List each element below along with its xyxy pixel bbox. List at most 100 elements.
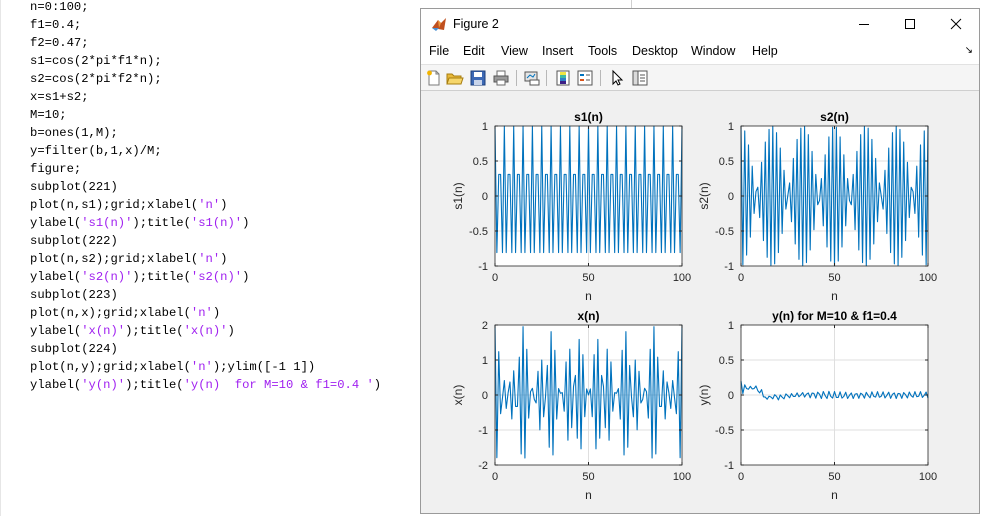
x-axis-label: n — [585, 289, 592, 303]
minimize-button[interactable] — [841, 9, 887, 39]
code-line[interactable]: M=10; — [30, 106, 67, 124]
menu-edit[interactable]: Edit — [463, 44, 485, 58]
edit-plot-icon[interactable] — [608, 69, 626, 87]
code-text: );title( — [132, 216, 191, 230]
save-icon[interactable] — [469, 69, 487, 87]
code-editor[interactable]: n=0:100; f1=0.4; f2=0.47; s1=cos(2*pi*f1*n)… — [0, 0, 420, 516]
code-line[interactable]: plot(n,y);grid;xlabel('n');ylim([-1 1]) — [30, 358, 315, 376]
code-text: f1=0.4; — [30, 18, 82, 32]
subplot-3[interactable]: 0 50 100 2 1 0 -1 -2 x(n) n x(n) — [451, 309, 691, 502]
code-line[interactable]: ylabel('s2(n)');title('s2(n)') — [30, 268, 249, 286]
code-text: );title( — [125, 324, 184, 338]
code-text: subplot(224) — [30, 342, 118, 356]
code-line[interactable]: plot(n,x);grid;xlabel('n') — [30, 304, 220, 322]
insert-legend-icon[interactable] — [576, 69, 594, 87]
code-text: n=0:100; — [30, 0, 89, 14]
y-tick-label: 0 — [728, 390, 734, 402]
code-text: ylabel( — [30, 324, 82, 338]
menu-file[interactable]: File — [429, 44, 450, 58]
y-tick-label: 0 — [482, 191, 488, 203]
editor-gutter-divider — [0, 0, 1, 516]
close-button[interactable] — [933, 9, 979, 39]
y-tick-label: 0.5 — [719, 355, 734, 367]
code-line[interactable]: s1=cos(2*pi*f1*n); — [30, 52, 162, 70]
code-text: f2=0.47; — [30, 36, 89, 50]
menu-tools[interactable]: Tools — [588, 44, 618, 58]
menu-insert[interactable]: Insert — [542, 44, 574, 58]
code-text: );ylim([-1 1]) — [212, 360, 316, 374]
y-axis-label: s1(n) — [451, 182, 465, 209]
x-tick-label: 100 — [919, 471, 937, 483]
code-text: );title( — [125, 378, 184, 392]
subplot-4[interactable]: 0 50 100 1 0.5 0 -0.5 -1 y(n) for M=10 & f1=0.4 n… — [697, 309, 937, 502]
open-file-icon[interactable] — [446, 69, 464, 87]
code-line[interactable]: plot(n,s2);grid;xlabel('n') — [30, 250, 228, 268]
menu-desktop[interactable]: Desktop — [632, 44, 678, 58]
print-icon[interactable] — [492, 69, 510, 87]
code-line[interactable]: f1=0.4; — [30, 16, 81, 34]
figure-window: Figure 2 File Edit View Insert Tools Des… — [420, 8, 980, 514]
matlab-figure-icon — [432, 18, 446, 31]
y-tick-label: 0.5 — [473, 156, 488, 168]
code-text: plot(n,s1);grid;xlabel( — [30, 198, 199, 212]
code-line[interactable]: s2=cos(2*pi*f2*n); — [30, 70, 162, 88]
code-text: ylabel( — [30, 270, 82, 284]
code-line[interactable]: x=s1+s2; — [30, 88, 89, 106]
link-plot-icon[interactable] — [523, 69, 541, 87]
toolbar-separator — [546, 70, 547, 86]
code-text: x=s1+s2; — [30, 90, 89, 104]
code-string: 'y(n) for M=10 & f1=0.4 ' — [183, 378, 374, 392]
code-text: plot(n,s2);grid;xlabel( — [30, 252, 199, 266]
code-line[interactable]: ylabel('y(n)');title('y(n) for M=10 & f1… — [30, 376, 381, 394]
code-line[interactable]: ylabel('x(n)');title('x(n)') — [30, 322, 235, 340]
code-text: plot(n,x);grid;xlabel( — [30, 306, 191, 320]
code-line[interactable]: n=0:100; — [30, 0, 89, 16]
x-tick-label: 50 — [828, 471, 840, 483]
code-string: 's2(n)' — [190, 270, 243, 284]
y-tick-label: 2 — [482, 320, 488, 332]
subplot-1[interactable]: 0 50 100 1 0.5 0 -0.5 -1 s1(n) n s1(n) — [451, 110, 691, 303]
toolbar-separator — [516, 70, 517, 86]
figure-canvas[interactable]: 0 50 100 1 0.5 0 -0.5 -1 s1(n) n s1(n) 0 50 100 1 0.5 0-… — [421, 91, 979, 513]
dock-arrow-icon[interactable]: ↘ — [964, 45, 973, 56]
subplot-2[interactable]: 0 50 100 1 0.5 0 -0.5 -1 s2(n) n s2(n) — [697, 110, 937, 303]
code-line[interactable]: b=ones(1,M); — [30, 124, 118, 142]
x-tick-label: 100 — [673, 471, 691, 483]
menu-window[interactable]: Window — [691, 44, 736, 58]
code-text: s1=cos(2*pi*f1*n); — [30, 54, 162, 68]
code-line[interactable]: f2=0.47; — [30, 34, 89, 52]
y-tick-label: -1 — [724, 261, 734, 273]
code-line[interactable]: ylabel('s1(n)');title('s1(n)') — [30, 214, 249, 232]
code-string: 'x(n)' — [183, 324, 228, 338]
y-tick-label: -1 — [478, 261, 488, 273]
code-text: ylabel( — [30, 216, 82, 230]
code-line[interactable]: y=filter(b,1,x)/M; — [30, 142, 162, 160]
insert-colorbar-icon[interactable] — [554, 69, 572, 87]
x-axis-label: n — [831, 488, 838, 502]
code-line[interactable]: subplot(223) — [30, 286, 118, 304]
code-line[interactable]: subplot(221) — [30, 178, 118, 196]
code-text: plot(n,y);grid;xlabel( — [30, 360, 191, 374]
minimize-icon — [859, 24, 869, 25]
code-line[interactable]: subplot(222) — [30, 232, 118, 250]
code-line[interactable]: plot(n,s1);grid;xlabel('n') — [30, 196, 228, 214]
code-line[interactable]: subplot(224) — [30, 340, 118, 358]
code-text: s2=cos(2*pi*f2*n); — [30, 72, 162, 86]
title-bar[interactable]: Figure 2 — [421, 9, 979, 39]
y-tick-label: 1 — [728, 121, 734, 133]
new-figure-icon[interactable] — [425, 69, 443, 87]
y-tick-label: 0.5 — [719, 156, 734, 168]
property-inspector-icon[interactable] — [631, 69, 649, 87]
menu-bar: File Edit View Insert Tools Desktop Wind… — [421, 39, 979, 64]
y-tick-label: 1 — [482, 355, 488, 367]
maximize-button[interactable] — [887, 9, 933, 39]
code-text: ylabel( — [30, 378, 82, 392]
code-line[interactable]: figure; — [30, 160, 81, 178]
figure-toolbar — [421, 64, 979, 91]
menu-view[interactable]: View — [501, 44, 528, 58]
y-tick-label: -0.5 — [715, 425, 734, 437]
code-string: 'n' — [190, 360, 213, 374]
menu-help[interactable]: Help — [752, 44, 778, 58]
x-tick-label: 0 — [492, 272, 498, 284]
